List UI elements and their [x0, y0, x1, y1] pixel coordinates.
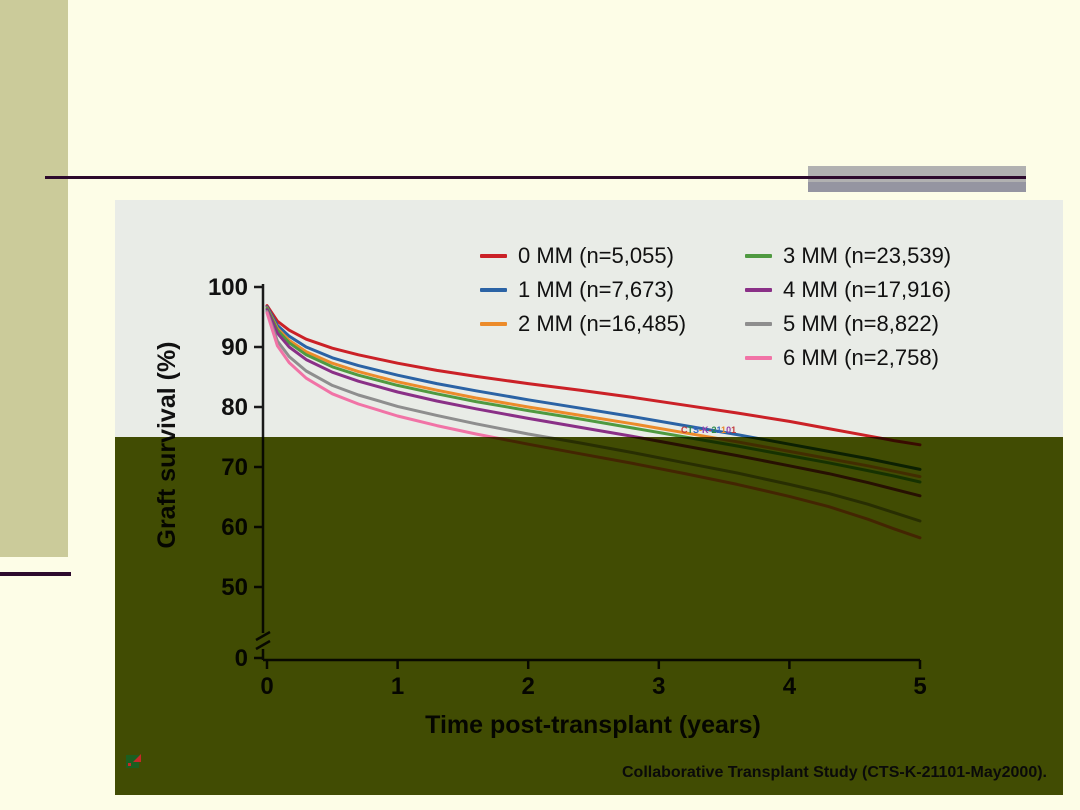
y-tick-label: 100	[208, 274, 248, 301]
left-short-rule	[0, 572, 71, 576]
chart-legend: 0 MM (n=5,055) 1 MM (n=7,673) 2 MM (n=16,4…	[480, 243, 952, 380]
credit-text: Collaborative Transplant Study (CTS-K-21…	[621, 764, 1047, 781]
watermark-text: CTS-K-21101	[681, 425, 736, 435]
legend-label: 4 MM (n=17,916)	[783, 277, 952, 302]
legend-swatch-icon	[480, 322, 507, 326]
legend-item: 0 MM (n=5,055)	[480, 243, 745, 268]
legend-swatch-icon	[480, 288, 507, 292]
gray-accent-bar-bottom	[808, 182, 1026, 192]
legend-column: 3 MM (n=23,539) 4 MM (n=17,916) 5 MM (n=8,…	[745, 243, 952, 380]
gray-accent-bar-top	[808, 166, 1026, 182]
legend-item: 5 MM (n=8,822)	[745, 311, 951, 336]
legend-item: 1 MM (n=7,673)	[480, 277, 745, 302]
legend-swatch-icon	[745, 356, 772, 360]
legend-item: 2 MM (n=16,485)	[480, 311, 745, 336]
legend-label: 5 MM (n=8,822)	[783, 311, 939, 336]
dark-overlay-artifact	[115, 437, 1063, 795]
legend-column: 0 MM (n=5,055) 1 MM (n=7,673) 2 MM (n=16,4…	[480, 243, 745, 380]
cts-logo-icon	[125, 752, 143, 770]
horizontal-rule	[45, 176, 1026, 179]
legend-swatch-icon	[745, 322, 772, 326]
legend-label: 2 MM (n=16,485)	[518, 311, 687, 336]
sidebar-accent-bar	[0, 0, 68, 557]
legend-swatch-icon	[480, 254, 507, 258]
y-tick-label: 80	[221, 394, 248, 421]
chart-panel: 10090807060500012345Time post-transplant…	[115, 200, 1063, 795]
legend-swatch-icon	[745, 254, 772, 258]
series-line-0	[265, 304, 922, 447]
y-tick-label: 90	[221, 334, 248, 361]
legend-swatch-icon	[745, 288, 772, 292]
legend-label: 1 MM (n=7,673)	[518, 277, 674, 302]
legend-label: 6 MM (n=2,758)	[783, 345, 939, 370]
legend-label: 3 MM (n=23,539)	[783, 243, 952, 268]
legend-item: 6 MM (n=2,758)	[745, 345, 951, 370]
legend-item: 4 MM (n=17,916)	[745, 277, 952, 302]
legend-label: 0 MM (n=5,055)	[518, 243, 674, 268]
legend-item: 3 MM (n=23,539)	[745, 243, 952, 268]
